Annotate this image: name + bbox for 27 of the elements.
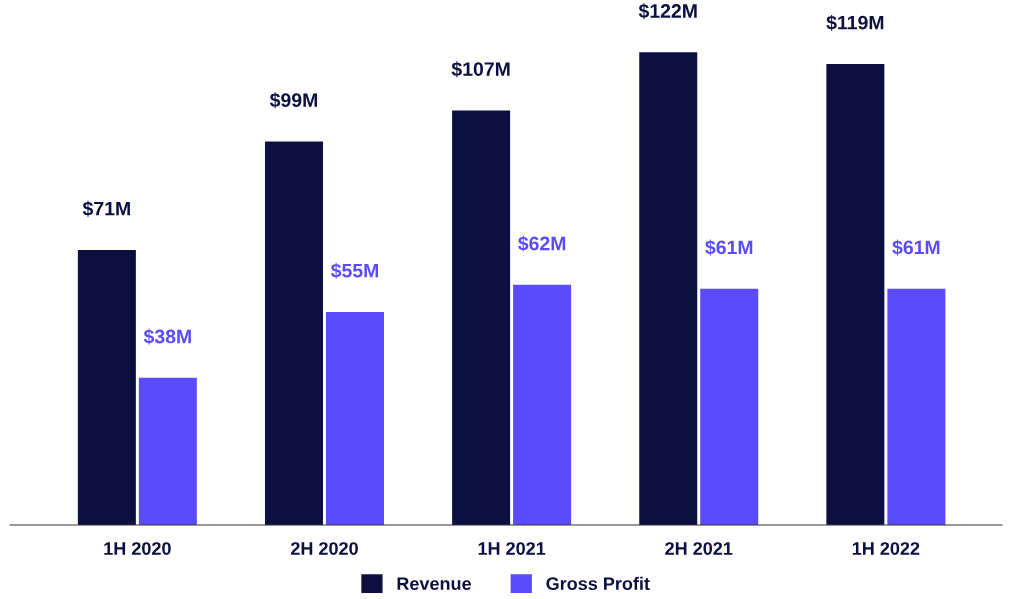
bar xyxy=(826,63,885,525)
data-label: $71M xyxy=(82,200,130,217)
x-tick-label: 1H 2020 xyxy=(104,542,171,555)
legend-label: Gross Profit xyxy=(546,576,650,591)
data-label: $99M xyxy=(269,92,318,109)
data-label: $61M xyxy=(892,239,940,256)
bar xyxy=(639,52,698,525)
data-label: $62M xyxy=(518,235,566,252)
x-tick-label: 1H 2022 xyxy=(852,542,920,555)
data-label: $122M xyxy=(638,3,697,20)
x-tick-label: 2H 2020 xyxy=(290,542,358,555)
bar xyxy=(264,141,323,525)
bar xyxy=(887,288,946,525)
legend-label: Revenue xyxy=(397,577,471,591)
bar xyxy=(77,249,136,525)
bar xyxy=(513,284,572,525)
bar xyxy=(138,377,197,525)
data-label: $119M xyxy=(826,14,884,31)
x-tick-label: 1H 2021 xyxy=(478,542,546,555)
data-label: $38M xyxy=(143,328,191,345)
data-label: $55M xyxy=(330,262,379,279)
bar xyxy=(700,288,759,525)
bar xyxy=(452,110,511,525)
data-label: $107M xyxy=(451,61,510,78)
bar xyxy=(325,311,384,525)
x-tick-label: 2H 2021 xyxy=(665,542,733,555)
data-label: $61M xyxy=(705,239,753,256)
